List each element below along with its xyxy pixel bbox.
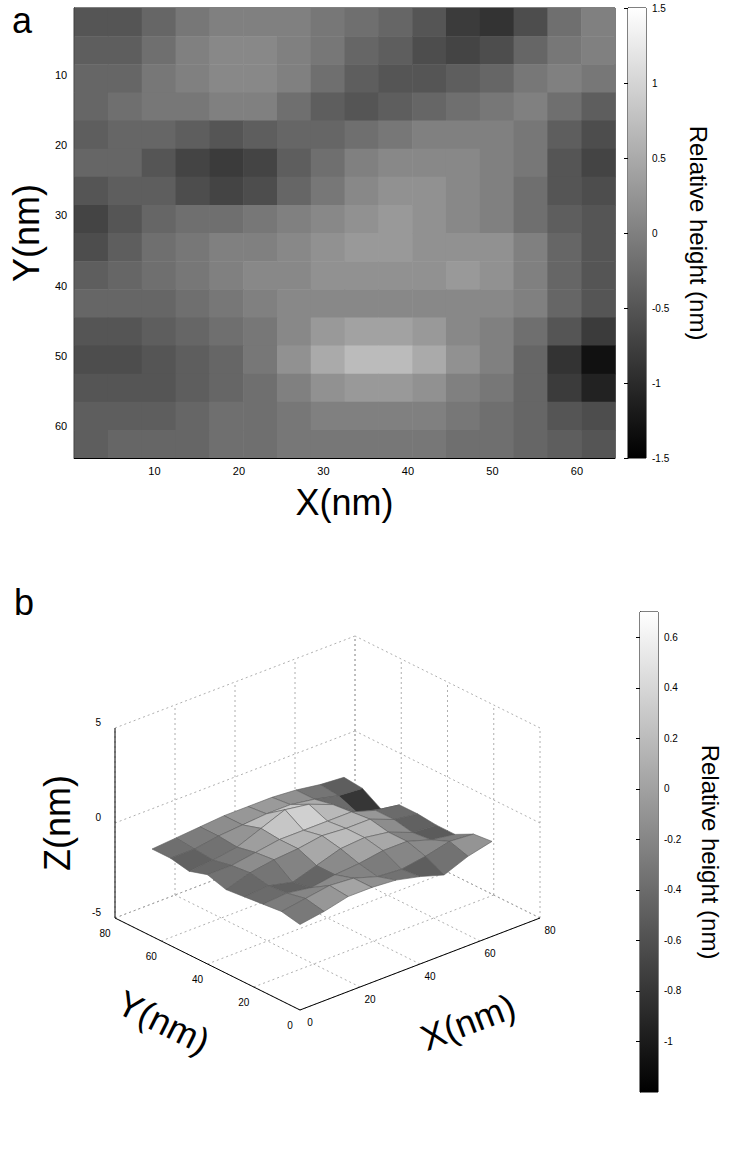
svg-text:20: 20: [55, 139, 67, 151]
svg-text:40: 40: [402, 465, 414, 477]
svg-text:Y(nm): Y(nm): [111, 982, 217, 1062]
svg-text:50: 50: [55, 350, 67, 362]
svg-text:0.5: 0.5: [652, 153, 666, 164]
svg-text:60: 60: [146, 951, 158, 962]
svg-text:5: 5: [95, 717, 101, 728]
svg-text:-0.6: -0.6: [664, 935, 682, 946]
svg-text:60: 60: [484, 948, 496, 959]
svg-text:1: 1: [652, 78, 658, 89]
svg-text:0.4: 0.4: [664, 682, 678, 693]
svg-text:80: 80: [99, 928, 111, 939]
svg-text:0.6: 0.6: [664, 632, 678, 643]
svg-text:20: 20: [238, 997, 250, 1008]
svg-text:50: 50: [486, 465, 498, 477]
svg-text:X(nm): X(nm): [296, 482, 394, 523]
svg-text:0.2: 0.2: [664, 733, 678, 744]
svg-text:30: 30: [317, 465, 329, 477]
svg-text:40: 40: [192, 974, 204, 985]
svg-text:40: 40: [424, 971, 436, 982]
svg-text:-0.2: -0.2: [664, 834, 682, 845]
svg-text:20: 20: [233, 465, 245, 477]
svg-text:30: 30: [55, 209, 67, 221]
svg-text:-1: -1: [652, 378, 661, 389]
svg-text:-1.5: -1.5: [652, 453, 670, 464]
svg-text:10: 10: [148, 465, 160, 477]
svg-text:0: 0: [307, 1017, 313, 1028]
svg-text:Z(nm): Z(nm): [37, 775, 78, 871]
svg-text:0: 0: [652, 228, 658, 239]
svg-text:20: 20: [364, 994, 376, 1005]
svg-text:-0.4: -0.4: [664, 884, 682, 895]
svg-text:60: 60: [55, 420, 67, 432]
svg-text:b: b: [14, 582, 34, 623]
svg-text:-1: -1: [664, 1036, 673, 1047]
svg-text:80: 80: [544, 925, 556, 936]
svg-text:1.5: 1.5: [652, 3, 666, 14]
svg-text:0: 0: [287, 1020, 293, 1031]
svg-text:60: 60: [571, 465, 583, 477]
svg-text:-0.5: -0.5: [652, 303, 670, 314]
svg-text:-0.8: -0.8: [664, 985, 682, 996]
svg-text:Relative height (nm): Relative height (nm): [685, 126, 712, 341]
svg-text:0: 0: [95, 812, 101, 823]
svg-text:X(nm): X(nm): [415, 985, 521, 1058]
svg-text:10: 10: [55, 69, 67, 81]
svg-text:Relative height (nm): Relative height (nm): [697, 745, 724, 960]
svg-text:-5: -5: [92, 907, 101, 918]
svg-text:Y(nm): Y(nm): [6, 184, 47, 282]
svg-text:40: 40: [55, 280, 67, 292]
svg-text:a: a: [12, 0, 33, 41]
svg-text:0: 0: [664, 783, 670, 794]
